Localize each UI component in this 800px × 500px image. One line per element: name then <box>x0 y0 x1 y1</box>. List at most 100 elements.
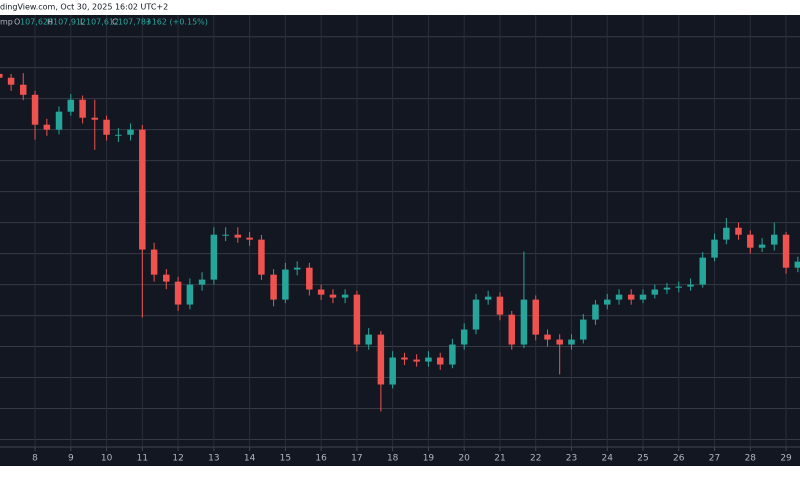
high-value: 107,912 <box>53 18 86 27</box>
candle-body <box>306 267 313 290</box>
x-tick-label: 18 <box>387 454 399 464</box>
candle-body <box>556 339 563 345</box>
x-tick-label: 19 <box>423 454 435 464</box>
candle-body <box>771 234 778 245</box>
candle-body <box>210 234 218 280</box>
candle-body <box>603 299 611 305</box>
candle-body <box>389 357 396 385</box>
candle-body <box>449 344 456 365</box>
x-tick-label: 22 <box>530 454 541 464</box>
candle-body <box>460 329 468 345</box>
candle-body <box>425 357 432 362</box>
close-value: 107,783 <box>118 18 151 27</box>
candle-body <box>568 339 575 345</box>
candle-body <box>7 77 15 85</box>
candle-body <box>508 314 516 345</box>
source-caption: dingView.com, Oct 30, 2025 16:02 UTC+2 <box>0 3 168 12</box>
candle-body <box>735 227 742 235</box>
candle-body <box>55 111 63 130</box>
candle-body <box>234 234 242 238</box>
candle-body <box>723 227 730 240</box>
candle-body <box>496 296 504 315</box>
ohlc-legend: mp O 107,628 H 107,912 L 107,612 C 107,7… <box>0 18 208 27</box>
candle-body <box>127 129 134 135</box>
x-tick-label: 9 <box>68 454 74 464</box>
x-tick-label: 25 <box>637 454 648 464</box>
candle-body <box>163 274 170 282</box>
candle-body <box>198 279 206 285</box>
candle-body <box>663 287 671 290</box>
candle-body <box>687 284 694 287</box>
candle-body <box>0 73 3 78</box>
x-tick-label: 17 <box>351 454 362 464</box>
candle-body <box>282 269 289 300</box>
candle-body <box>20 84 27 95</box>
candle-body <box>520 299 528 345</box>
change: +162 (+0.15%) <box>145 18 208 27</box>
symbol: mp <box>0 18 13 27</box>
candle-body <box>413 359 420 362</box>
candle-body <box>67 99 75 112</box>
close-label: C <box>112 18 118 27</box>
candle-body <box>615 294 623 300</box>
x-tick-label: 13 <box>208 454 219 464</box>
x-tick-label: 26 <box>673 454 685 464</box>
x-tick-label: 11 <box>137 454 148 464</box>
high-label: H <box>47 18 53 27</box>
candle-body <box>436 357 444 365</box>
candle-body <box>747 234 754 248</box>
candle-body <box>31 94 39 125</box>
candle-body <box>139 129 146 250</box>
candle-body <box>580 319 587 340</box>
candle-body <box>711 239 718 258</box>
candle-body <box>532 299 539 335</box>
x-tick-label: 23 <box>566 454 577 464</box>
candle-body <box>222 234 229 236</box>
candle-body <box>43 124 51 130</box>
x-tick-label: 28 <box>745 454 757 464</box>
x-tick-label: 29 <box>780 454 792 464</box>
low-value: 107,612 <box>86 18 119 27</box>
candle-body <box>353 294 361 345</box>
candle-body <box>782 234 790 268</box>
open-value: 107,628 <box>20 18 53 27</box>
candle-body <box>270 274 277 300</box>
x-tick-label: 21 <box>494 454 505 464</box>
x-tick-label: 16 <box>315 454 327 464</box>
candle-body <box>103 119 110 135</box>
candle-body <box>377 334 385 385</box>
candle-body <box>174 281 182 305</box>
candle-body <box>675 286 683 288</box>
x-tick-label: 12 <box>172 454 183 464</box>
candle-body <box>365 334 372 345</box>
candle-body <box>329 294 337 298</box>
x-tick-label: 14 <box>244 454 256 464</box>
candles <box>0 73 800 412</box>
candle-body <box>484 296 492 300</box>
chart-background <box>0 15 800 466</box>
candle-body <box>317 289 325 295</box>
candle-body <box>186 284 194 305</box>
candle-body <box>758 244 766 248</box>
x-tick-label: 10 <box>101 454 113 464</box>
x-tick-label: 20 <box>458 454 470 464</box>
x-tick-label: 24 <box>602 454 614 464</box>
x-tick-label: 15 <box>280 454 291 464</box>
candle-body <box>150 249 158 275</box>
candle-body <box>293 267 301 270</box>
candle-body <box>246 237 253 240</box>
candle-body <box>401 357 408 360</box>
low-label: L <box>80 18 85 27</box>
candle-body <box>639 294 647 300</box>
candle-body <box>79 99 86 118</box>
candle-body <box>544 334 551 340</box>
candle-body <box>651 289 659 295</box>
open-label: O <box>14 18 20 27</box>
candle-body <box>472 299 480 330</box>
candle-body <box>699 257 706 285</box>
candle-body <box>258 239 265 275</box>
candle-body <box>115 134 122 136</box>
candle-body <box>91 117 99 120</box>
